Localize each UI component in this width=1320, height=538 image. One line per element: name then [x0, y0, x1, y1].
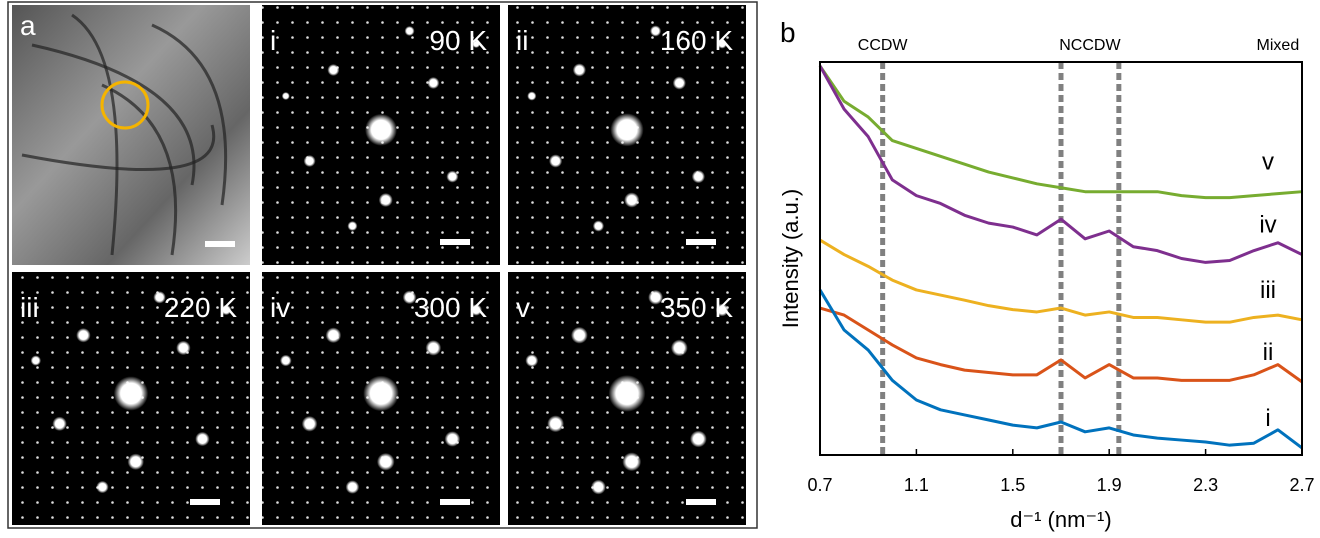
bend-contour	[21, 124, 216, 172]
diffraction-spot	[592, 220, 605, 232]
diffraction-spot	[347, 221, 358, 231]
diffraction-spot	[690, 430, 707, 448]
scale-bar	[686, 499, 716, 505]
diffraction-spot	[153, 291, 166, 304]
diffraction-spot	[221, 304, 232, 316]
diffraction-spot	[376, 452, 395, 471]
diffraction-spot	[472, 40, 481, 48]
data-line	[818, 289, 1303, 450]
panel-label: ii	[516, 25, 528, 56]
scale-bar	[440, 239, 470, 245]
diffraction-spot	[470, 304, 483, 316]
diffraction-spot	[525, 354, 539, 367]
x-tick-label: 0.7	[807, 475, 832, 495]
diffraction-spot	[301, 416, 318, 432]
series-label: i	[1265, 405, 1270, 432]
x-tick-label: 1.1	[904, 475, 929, 495]
diffraction-spot	[446, 170, 459, 183]
diffraction-spot	[425, 340, 442, 356]
panel-label: v	[516, 292, 530, 323]
diffraction-spot	[96, 480, 109, 494]
x-tick-label: 1.5	[1000, 475, 1025, 495]
diffraction-spot	[649, 25, 662, 37]
annotation: NCCDW	[1059, 37, 1121, 54]
diffraction-spot	[610, 113, 644, 147]
diffraction-spot	[648, 289, 663, 305]
diffraction-spot	[113, 376, 149, 411]
series-label: v	[1262, 149, 1274, 176]
data-line	[819, 238, 1303, 324]
bend-contour	[151, 23, 228, 206]
diffraction-spot	[303, 155, 316, 167]
diffraction-spot	[571, 326, 588, 344]
diffraction-spot	[608, 375, 646, 412]
diffraction-spot	[444, 431, 461, 447]
diffraction-spot	[624, 192, 640, 208]
diffraction-spot	[363, 375, 399, 412]
diffraction-spot	[30, 355, 41, 366]
diffraction-spot	[402, 290, 417, 305]
diffraction-spot	[280, 354, 292, 367]
scale-bar	[440, 499, 470, 505]
x-tick-label: 1.9	[1097, 475, 1122, 495]
diffraction-spot	[622, 452, 642, 472]
diffraction-spot	[717, 39, 727, 49]
selected-area	[100, 80, 150, 130]
diffraction-spot	[176, 340, 191, 356]
series-label: ii	[1263, 339, 1274, 366]
panel-label: i	[270, 25, 276, 56]
diffraction-spot	[527, 91, 537, 101]
diffraction-spot	[52, 416, 67, 431]
diffraction-spot	[670, 339, 688, 357]
diffraction-spot	[345, 480, 360, 494]
diffraction-spot	[404, 26, 415, 36]
panel-label: iii	[20, 292, 39, 323]
temperature-label: 300 K	[414, 292, 487, 323]
annotation: Mixed	[1257, 37, 1300, 54]
bend-contour	[101, 83, 178, 256]
diffraction-spot	[549, 154, 563, 168]
diffraction-spot	[691, 170, 706, 184]
temperature-label: 220 K	[164, 292, 237, 323]
plot-frame	[819, 61, 1303, 456]
diffraction-spot	[327, 64, 340, 76]
scale-bar	[190, 499, 220, 505]
data-line	[819, 306, 1303, 384]
annotation: CCDW	[858, 37, 909, 54]
temperature-label: 160 K	[660, 25, 733, 56]
bend-contour	[31, 43, 196, 186]
series-label: iii	[1260, 277, 1276, 304]
scale-bar	[205, 241, 235, 247]
diffraction-spot	[195, 431, 210, 447]
data-line	[818, 65, 1303, 200]
bend-contour	[71, 13, 119, 256]
diffraction-spot	[281, 92, 290, 100]
panel-label: b	[780, 17, 796, 48]
panel-label: iv	[270, 292, 290, 323]
diffraction-spot	[325, 327, 342, 344]
diffraction-spot	[591, 479, 606, 495]
x-axis-label: d⁻¹ (nm⁻¹)	[1010, 507, 1111, 532]
diffraction-spot	[547, 415, 564, 433]
temperature-label: 350 K	[660, 292, 733, 323]
x-tick-label: 2.3	[1193, 475, 1218, 495]
diffraction-spot	[572, 63, 587, 77]
diffraction-spot	[672, 76, 686, 90]
series-label: iv	[1259, 212, 1276, 239]
scale-bar	[686, 239, 716, 245]
diffraction-spot	[76, 328, 91, 343]
diffraction-spot	[715, 303, 729, 317]
diffraction-spot	[365, 113, 397, 146]
diffraction-spot	[378, 193, 393, 207]
y-axis-label: Intensity (a.u.)	[778, 189, 803, 328]
panel-label: a	[20, 10, 36, 41]
diffraction-spot	[427, 77, 440, 89]
data-line	[818, 65, 1303, 264]
diffraction-spot	[127, 453, 144, 470]
x-tick-label: 2.7	[1289, 475, 1314, 495]
temperature-label: 90 K	[429, 25, 487, 56]
